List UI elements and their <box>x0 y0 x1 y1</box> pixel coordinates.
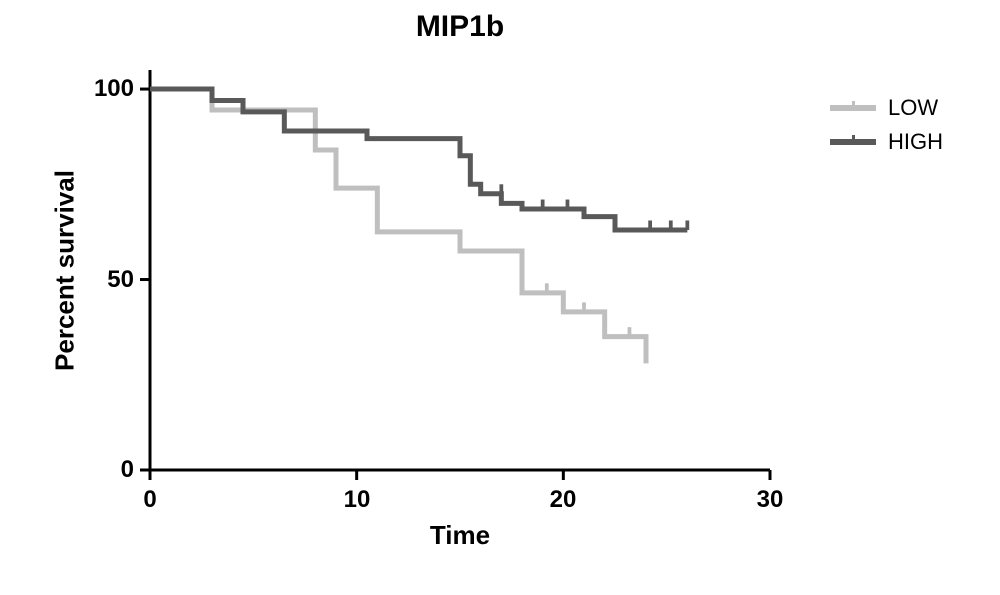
figure-container: { "chart": { "type": "survival-step", "t… <box>0 0 1000 595</box>
plot-svg <box>0 0 1000 595</box>
